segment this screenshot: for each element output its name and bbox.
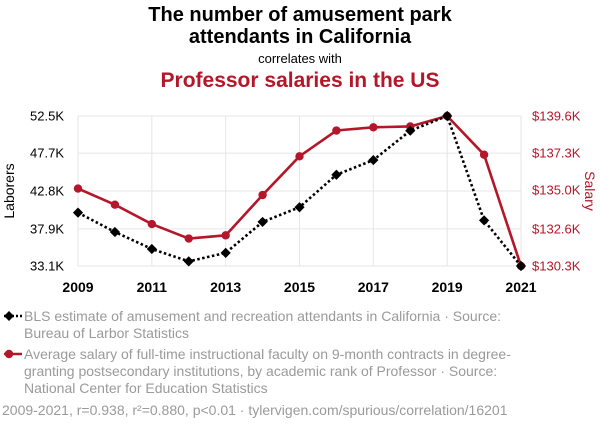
left-axis-tick-label: 52.5K [30,109,64,124]
x-axis-tick-label: 2013 [210,279,241,295]
series-1-point [515,260,527,272]
right-axis-tick-label: $135.0K [532,183,581,198]
series-1-point [72,207,84,218]
right-axis-tick-label: $137.3K [532,146,581,161]
title-line-1: The number of amusement park [148,4,452,26]
series-2-point [479,150,489,159]
x-axis-tick-label: 2009 [62,279,93,295]
series-2-point [221,231,230,240]
series-1-point [442,110,453,122]
title-line-2: attendants in California [188,26,412,48]
series-1-point [368,154,379,166]
series-2-point [147,219,157,229]
series-1-point [109,226,121,238]
footer-stats: 2009-2021, r=0.938, r²=0.880, p<0.01 · t… [2,402,508,418]
left-axis-label: Laborers [1,163,17,218]
right-axis-label: Salary [582,171,598,211]
series-1-point [294,202,305,213]
legend-item-series-1: BLS estimate of amusement and recreation… [24,308,502,341]
x-axis-tick-label: 2021 [505,279,536,295]
right-axis-tick-label: $139.6K [532,109,581,124]
series-2-point [258,190,267,200]
left-axis-tick-label: 42.8K [30,184,64,199]
x-axis-tick-label: 2015 [284,279,315,295]
series-2-point [110,200,120,209]
series-layer [72,110,527,272]
title-line-3: Professor salaries in the US [160,69,440,92]
legend-item-series-2: Average salary of full-time instructiona… [24,346,511,396]
right-axis-tick-label: $130.3K [532,259,581,274]
x-axis-tick-label: 2011 [137,279,168,295]
x-axis-ticks: 2009 2011 2013 2015 2017 2019 2021 [62,279,536,295]
series-1-point [478,215,490,226]
correlates-with-label: correlates with [258,51,342,66]
series-1-point [220,247,231,258]
series-2-point [73,184,83,193]
series-2-point [332,126,341,135]
right-axis-tick-label: $132.6K [532,221,581,236]
series-1-point [146,243,157,255]
legend-marker-series-1 [4,311,22,321]
legend-marker-series-2 [4,349,22,359]
series-1-point [331,169,342,180]
left-axis-ticks: 33.1K 37.9K 42.8K 47.7K 52.5K [30,109,64,274]
right-axis-ticks: $130.3K $132.6K $135.0K $137.3K $139.6K [532,109,581,274]
series-2-point [184,234,193,243]
left-axis-tick-label: 37.9K [30,221,64,236]
x-axis-tick-label: 2017 [358,279,389,295]
series-1-point [183,256,194,267]
x-axis-tick-label: 2019 [432,279,463,295]
line-chart: 33.1K 37.9K 42.8K 47.7K 52.5K $130.3K $132.6K… [1,109,598,296]
series-2-point [295,152,304,161]
left-axis-tick-label: 33.1K [30,259,64,274]
series-2-point [369,123,378,132]
left-axis-tick-label: 47.7K [30,146,64,161]
